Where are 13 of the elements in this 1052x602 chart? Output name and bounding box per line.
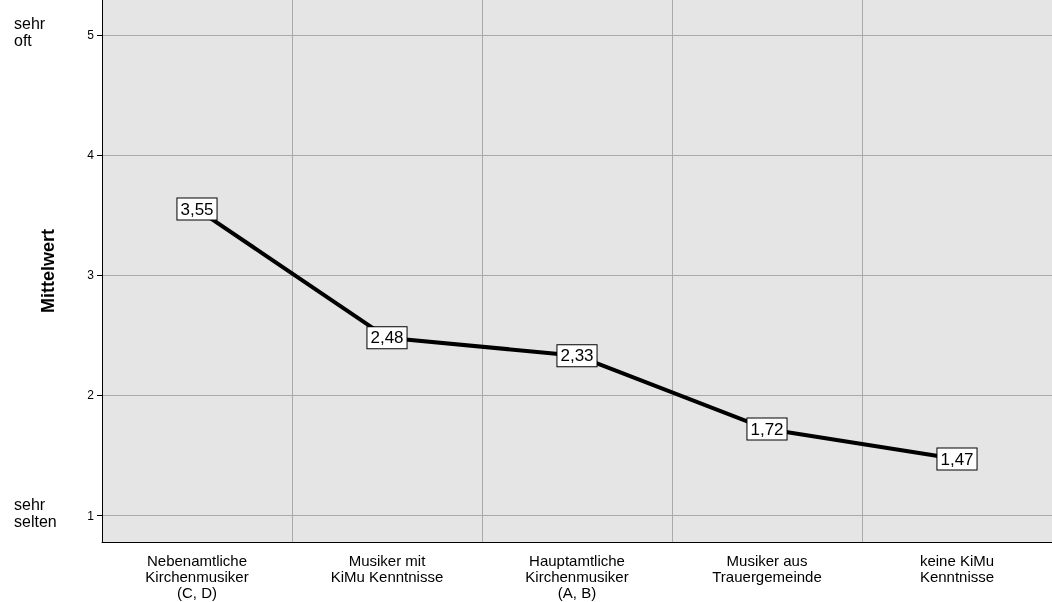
y-tick-label: 5 [87,27,95,42]
y-tick-label: 3 [87,268,95,283]
text: sehr selten [14,495,57,530]
x-tick-label: Musiker aus Trauergemeinde [712,551,822,585]
y-tick-label: 2 [87,388,95,403]
y-tick-label: 1 [87,508,95,523]
x-tick-label: keine KiMu Kenntnisse [919,551,995,585]
x-tick-label: Musiker mit KiMu Kenntnisse [330,551,444,585]
text: sehr oft [14,14,46,49]
y-axis-title: Mittelwert [38,228,58,314]
x-tick-label: Nebenamtliche Kirchenmusiker (C, D) [145,551,249,601]
x-tick-label: Hauptamtliche Kirchenmusiker (A, B) [525,551,629,601]
y-tick-label: 4 [87,148,95,163]
